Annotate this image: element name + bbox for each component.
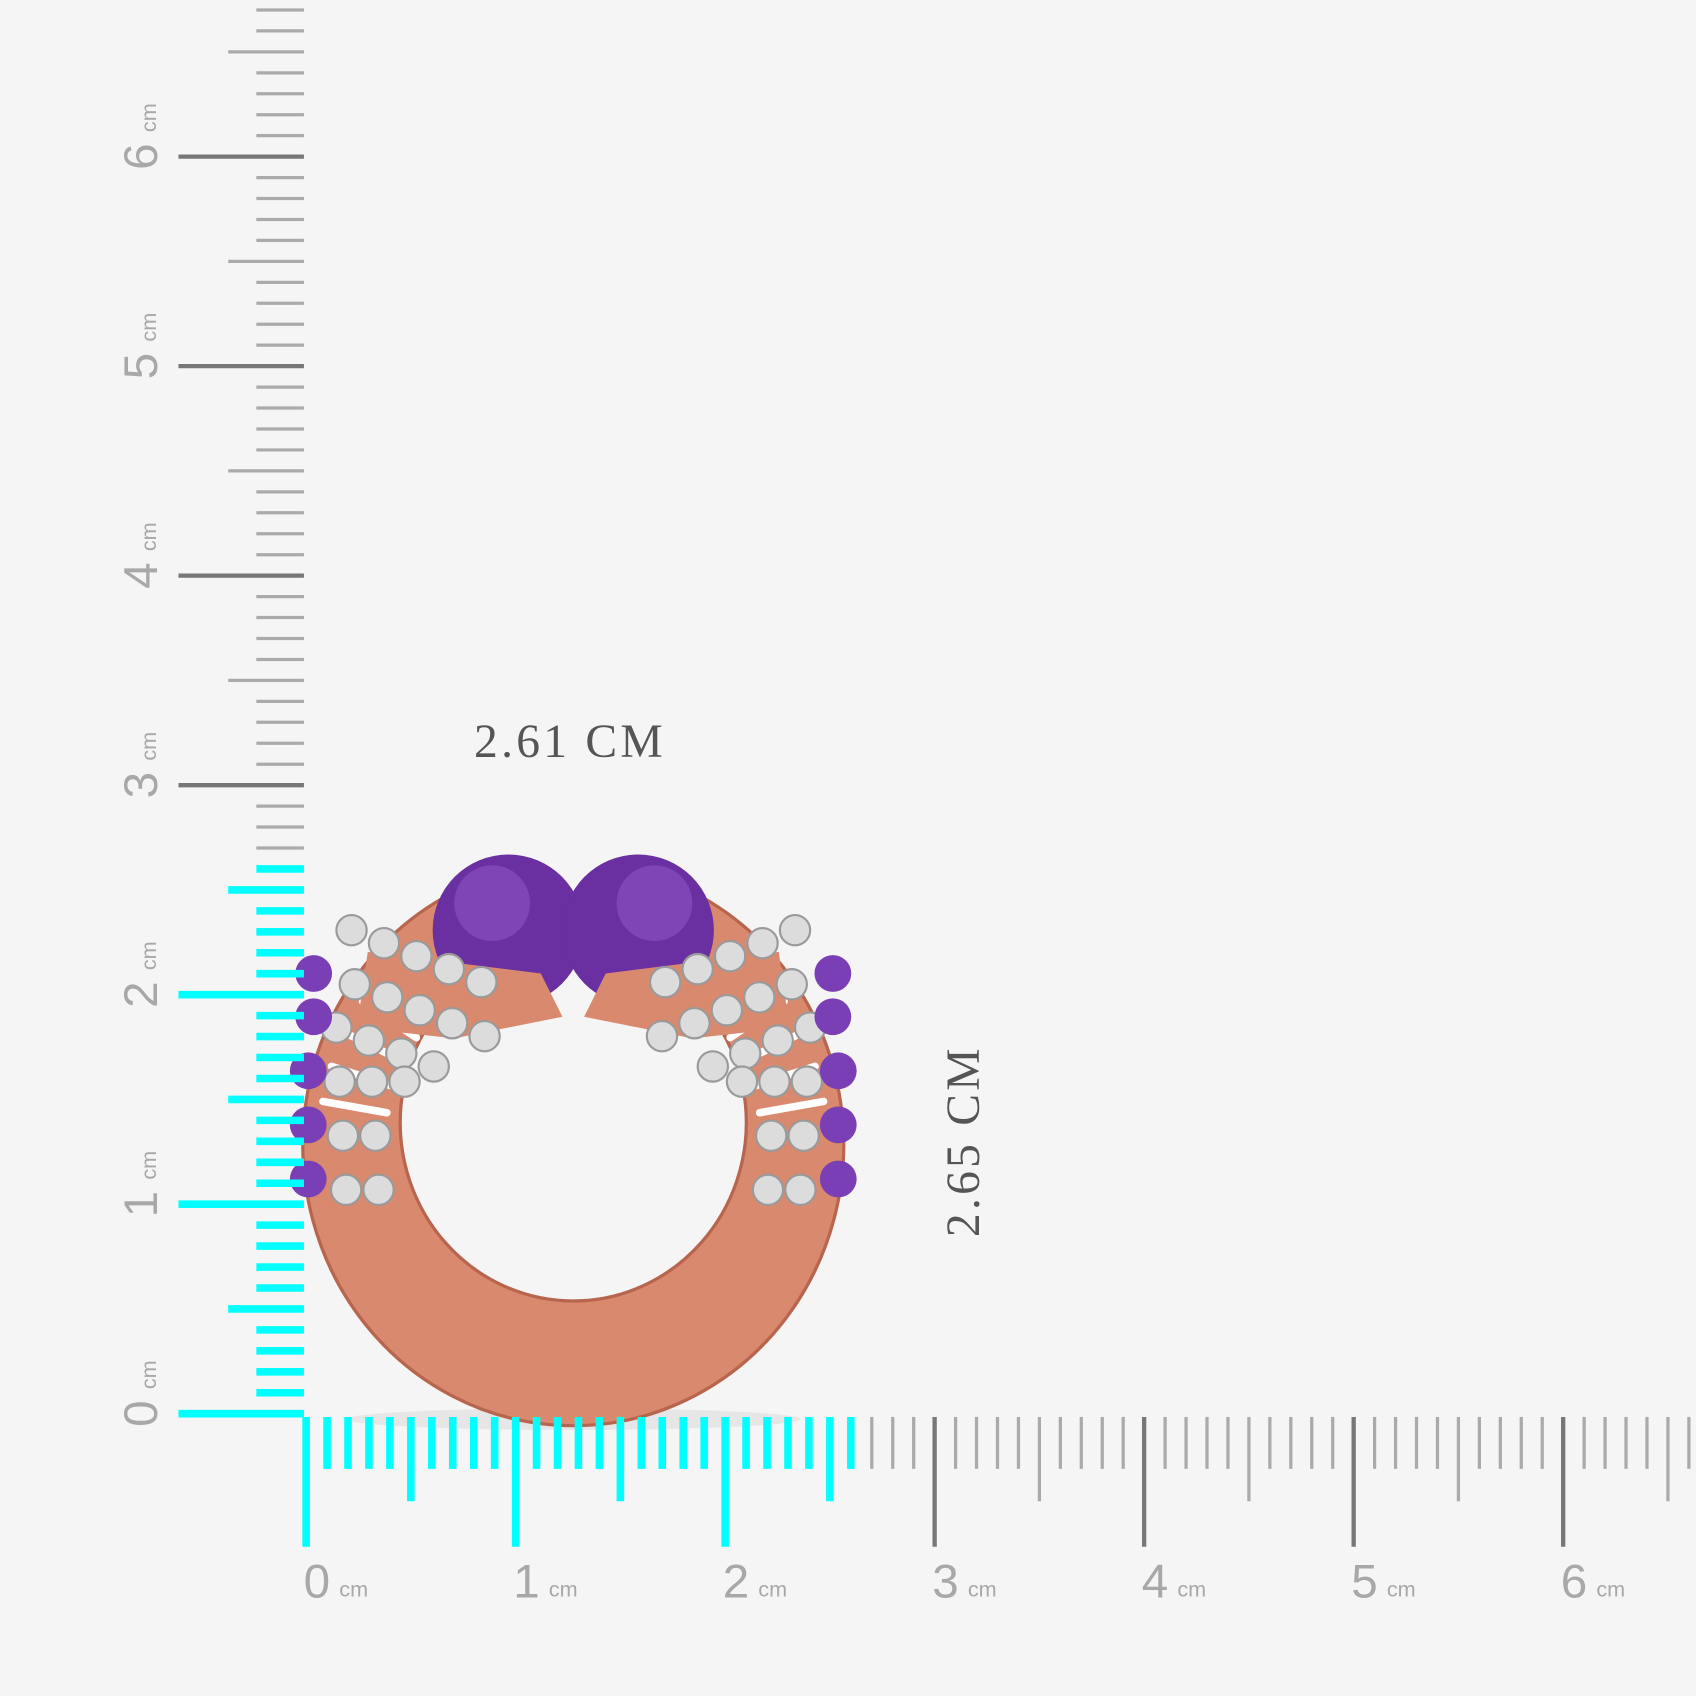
- ruler-unit: cm: [758, 1576, 787, 1601]
- ruler-label-group: 3 cm: [115, 732, 168, 799]
- ruler-unit: cm: [136, 941, 161, 970]
- diamond: [696, 1050, 730, 1083]
- ruler-label: 1: [513, 1556, 539, 1609]
- ruler-label: 0: [115, 1400, 168, 1426]
- ruler-unit: cm: [1596, 1576, 1625, 1601]
- ruler-unit: cm: [549, 1576, 578, 1601]
- diamond: [432, 952, 466, 986]
- diamond: [468, 1019, 501, 1053]
- amethyst-cabochon: [289, 1106, 327, 1144]
- amethyst-cabochon: [814, 955, 852, 992]
- diamond: [352, 1024, 386, 1057]
- diamond: [743, 981, 776, 1014]
- diamond: [648, 965, 682, 999]
- amethyst-cabochon: [295, 998, 333, 1036]
- ruler-label: 2: [723, 1556, 749, 1609]
- diamond: [681, 952, 714, 986]
- diamond: [710, 994, 744, 1027]
- ruler-label: 2: [115, 981, 168, 1007]
- diamond: [388, 1065, 421, 1098]
- ruler-label-group: 2 cm: [115, 941, 168, 1008]
- ruler-unit: cm: [136, 313, 161, 342]
- diamond: [338, 968, 372, 1001]
- ruler-label: 6: [1561, 1556, 1587, 1609]
- band: [301, 895, 846, 1428]
- ruler-unit: cm: [968, 1576, 997, 1601]
- amethyst-cabochon: [295, 955, 333, 992]
- ruler-label-group: 5 cm: [115, 313, 168, 380]
- ruler-unit: cm: [136, 103, 161, 132]
- groove: [319, 1097, 391, 1117]
- amethyst-cabochon: [819, 1052, 857, 1090]
- diamond: [329, 1173, 363, 1207]
- amethyst-cabochon: [819, 1160, 857, 1198]
- diamond: [775, 968, 808, 1001]
- amethyst-highlight: [616, 865, 693, 942]
- ring: [289, 854, 857, 1430]
- width-measurement: 2.61 CM: [474, 716, 666, 768]
- ruler-label: 5: [115, 353, 168, 379]
- diamond: [778, 913, 812, 947]
- diamond: [403, 994, 436, 1027]
- diamond: [417, 1050, 450, 1083]
- diamond: [400, 939, 433, 973]
- diamond: [790, 1065, 824, 1098]
- diamond: [713, 939, 747, 973]
- ruler-unit: cm: [1177, 1576, 1206, 1601]
- diamond: [787, 1119, 820, 1152]
- ruler-unit: cm: [1387, 1576, 1416, 1601]
- ruler-unit: cm: [339, 1576, 368, 1601]
- diamond: [371, 981, 404, 1014]
- ruler-label: 3: [115, 772, 168, 798]
- ruler-unit: cm: [136, 1151, 161, 1180]
- amethyst-cabochon: [814, 998, 852, 1036]
- horizontal-ruler: 0 cm 1 cm 2 cm 3 cm 4 cm 5 cm 6 cm: [302, 1416, 1691, 1609]
- ruler-label-group: 1 cm: [115, 1151, 168, 1218]
- ruler-unit: cm: [136, 732, 161, 761]
- diamond: [725, 1065, 759, 1098]
- ruler-unit: cm: [136, 1360, 161, 1389]
- ruler-label: 4: [1142, 1556, 1168, 1609]
- groove: [755, 1097, 828, 1117]
- diamond: [367, 926, 401, 960]
- diamond: [751, 1173, 785, 1207]
- diamond: [355, 1065, 389, 1098]
- diamond: [678, 1007, 711, 1040]
- amethyst-cabochon: [819, 1106, 857, 1144]
- diamond: [645, 1019, 679, 1053]
- ruler-label: 6: [115, 143, 168, 169]
- diamond: [359, 1119, 392, 1152]
- diamond: [335, 913, 368, 947]
- height-measurement: 2.65 CM: [938, 1045, 990, 1237]
- ruler-label-group: 0 cm: [115, 1360, 168, 1427]
- diamond: [362, 1173, 395, 1207]
- diamond: [754, 1119, 788, 1152]
- ruler-label: 3: [932, 1556, 958, 1609]
- ruler-label: 1: [115, 1191, 168, 1217]
- ruler-label: 4: [115, 562, 168, 588]
- diamond: [784, 1173, 817, 1207]
- diamond: [746, 926, 779, 960]
- ruler-label-group: 4 cm: [115, 522, 168, 589]
- diamond: [326, 1119, 360, 1152]
- diamond: [761, 1024, 794, 1057]
- diamond: [323, 1065, 356, 1098]
- amethyst-highlight: [454, 865, 530, 942]
- diamond: [465, 965, 498, 999]
- gems: [289, 913, 857, 1207]
- diamond: [435, 1007, 469, 1040]
- ruler-label-group: 6 cm: [115, 103, 168, 170]
- amethyst-cabochon: [289, 1160, 327, 1198]
- ruler-label: 0: [304, 1556, 330, 1609]
- diamond: [385, 1037, 418, 1070]
- diamond: [758, 1065, 791, 1098]
- diamond: [729, 1037, 762, 1070]
- ruler-unit: cm: [136, 522, 161, 551]
- ruler-label: 5: [1351, 1556, 1377, 1609]
- vertical-ruler: 0 cm 1 cm 2 cm 3 cm 4 cm 5 cm 6 cm: [115, 8, 304, 1427]
